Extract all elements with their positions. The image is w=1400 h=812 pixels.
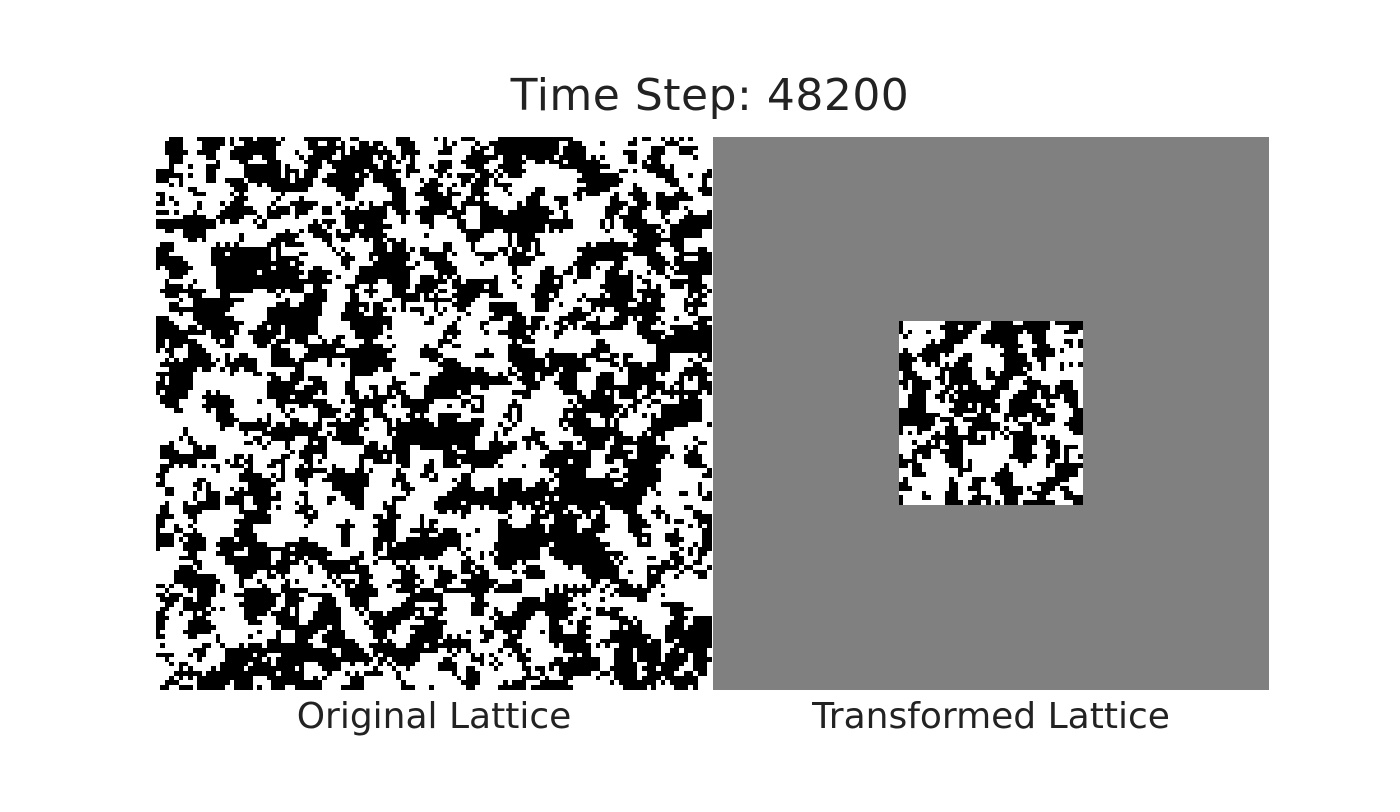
transformed-lattice-panel: [713, 137, 1269, 690]
transformed-lattice-label: Transformed Lattice: [812, 696, 1170, 737]
figure-title: Time Step: 48200: [510, 70, 910, 121]
original-lattice-label: Original Lattice: [296, 696, 572, 737]
original-lattice-panel: [156, 137, 712, 690]
transformed-lattice-grid: [899, 321, 1083, 505]
original-lattice-grid: [156, 137, 712, 690]
